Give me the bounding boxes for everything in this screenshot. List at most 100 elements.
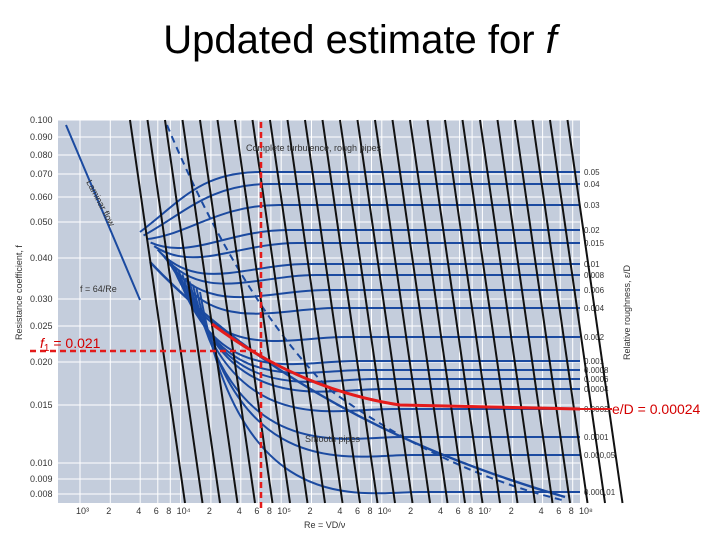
vd-line [496,119,554,504]
roughness-tick-label: 0.002 [584,333,605,342]
y-tick-labels: 0.100 0.090 0.080 0.070 0.060 0.050 0.040 0.030… [30,115,53,499]
roughness-tick-label: 0.015 [584,239,605,248]
smooth-pipe-curve [149,261,566,499]
roughness-tick-label: 0.0008 [584,366,609,375]
x-tick-label: 10³ [76,506,89,516]
vd-line [461,119,519,504]
roughness-tick-label: 0.05 [584,168,600,177]
y-tick-label: 0.010 [30,458,53,468]
x-tick-label: 2 [509,506,514,516]
x-tick-label: 2 [106,506,111,516]
y-tick-label: 0.060 [30,192,53,202]
roughness-curve [139,171,580,233]
x-tick-label: 8 [468,506,473,516]
vd-line [304,119,361,504]
vd-line [216,119,274,504]
roughness-tick-labels: 0.050.040.030.020.0150.010.0080.0060.004… [584,168,616,497]
vd-line [339,119,396,504]
x-tick-label: 6 [154,506,159,516]
y-tick-label: 0.008 [30,489,53,499]
vd-line [566,119,624,504]
x-tick-label: 8 [368,506,373,516]
vd-line [286,119,344,504]
title-text: Updated estimate for [163,18,546,62]
roughness-tick-label: 0.0004 [584,385,609,394]
y-tick-label: 0.009 [30,474,53,484]
roughness-tick-label: 0.03 [584,201,600,210]
vd-line [129,119,186,504]
y-tick-label: 0.015 [30,400,53,410]
x-tick-label: 4 [337,506,342,516]
roughness-curve [146,204,580,241]
vd-line [531,119,589,504]
highlight-overlay [30,122,612,510]
y-tick-label: 0.025 [30,321,53,331]
x-tick-label: 6 [456,506,461,516]
chart-grid [58,119,584,503]
y-tick-label: 0.050 [30,217,53,227]
y-tick-label: 0.020 [30,357,53,367]
roughness-tick-label: 0.01 [584,260,600,269]
vd-line [426,119,484,504]
x-tick-label: 6 [355,506,360,516]
f1-annotation: f1 = 0.021 [40,335,101,354]
y-tick-label: 0.100 [30,115,53,125]
vd-line [444,119,501,504]
title-variable: f [545,18,557,62]
turbulence-boundary [166,124,563,501]
roughness-tick-label: 0.000,05 [584,451,616,460]
x-tick-label: 10⁸ [579,506,593,516]
velocity-diameter-lines [129,119,624,504]
x-tick-label: 2 [308,506,313,516]
x-tick-label: 10⁷ [478,506,491,516]
roughness-annotation: e/D = 0.00024 [612,401,701,417]
x-tick-label: 4 [237,506,242,516]
roughness-tick-label: 0.008 [584,271,605,280]
vd-line [269,119,326,504]
vd-line [479,119,536,504]
roughness-curve [199,291,580,495]
y-tick-label: 0.090 [30,132,53,142]
vd-line [181,119,239,504]
y-tick-label: 0.070 [30,169,53,179]
x-tick-label: 10⁵ [277,506,291,516]
roughness-curve [156,248,580,275]
x-tick-label: 2 [408,506,413,516]
vd-line [409,119,466,504]
laminar-formula: f = 64/Re [80,284,117,294]
slide-title: Updated estimate for f [0,18,720,63]
vd-line [356,119,414,504]
vd-line [199,119,256,504]
f1-subscript: 1 [44,343,50,354]
x-tick-label: 10⁶ [378,506,392,516]
x-tick-label: 4 [539,506,544,516]
x-tick-label: 8 [267,506,272,516]
vd-line [391,119,449,504]
smooth-pipes-label: Smooth pipes [305,434,361,444]
vd-line [164,119,221,504]
x-tick-labels: 10³ 2 4 6 8 10⁴ 2 4 6 8 10⁵ 2 4 6 8 10⁶ 2 4 6 8 10⁷ 2 4 6 8 10⁸ [76,506,593,516]
f1-value: = 0.021 [49,335,100,351]
vd-line [514,119,571,504]
x-tick-label: 6 [556,506,561,516]
vd-line [146,119,204,504]
vd-line [549,119,606,504]
highlight-curve [211,322,581,411]
x-tick-label: 8 [569,506,574,516]
x-tick-label: 8 [166,506,171,516]
f1-symbol: f [40,335,46,351]
complete-turbulence-label: Complete turbulence, rough pipes [246,143,382,153]
vd-line [321,119,379,504]
laminar-flow-line [65,124,141,301]
x-axis-label: Re = VD/ν [304,520,346,530]
x-tick-label: 10⁴ [177,506,191,516]
y-tick-label: 0.080 [30,150,53,160]
roughness-tick-label: 0.001 [584,357,605,366]
roughness-tick-label: 0.006 [584,286,605,295]
x-tick-label: 4 [438,506,443,516]
roughness-tick-label: 0.0006 [584,375,609,384]
vd-line [234,119,291,504]
y-tick-label: 0.040 [30,253,53,263]
y-axis-label: Resistance coefficient, f [14,245,24,340]
